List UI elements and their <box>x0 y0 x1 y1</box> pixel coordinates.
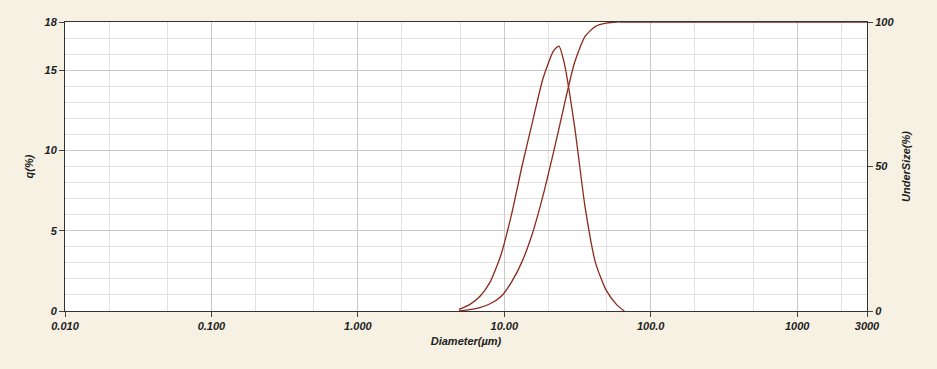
svg-text:18: 18 <box>45 16 58 28</box>
svg-text:50: 50 <box>875 160 888 172</box>
svg-text:0.010: 0.010 <box>51 320 79 332</box>
svg-text:5: 5 <box>51 225 58 237</box>
svg-text:10: 10 <box>45 144 58 156</box>
svg-text:100: 100 <box>875 16 894 28</box>
svg-text:1000: 1000 <box>785 320 810 332</box>
svg-text:1.000: 1.000 <box>344 320 372 332</box>
svg-text:3000: 3000 <box>855 320 880 332</box>
svg-text:Diameter(µm): Diameter(µm) <box>431 335 502 347</box>
svg-text:15: 15 <box>45 64 58 76</box>
svg-text:0: 0 <box>51 305 58 317</box>
svg-text:100.0: 100.0 <box>637 320 665 332</box>
svg-text:0.100: 0.100 <box>198 320 226 332</box>
svg-text:0: 0 <box>875 305 882 317</box>
svg-text:10.00: 10.00 <box>491 320 519 332</box>
svg-text:q(%): q(%) <box>23 154 35 178</box>
svg-text:UnderSize(%): UnderSize(%) <box>900 131 912 202</box>
